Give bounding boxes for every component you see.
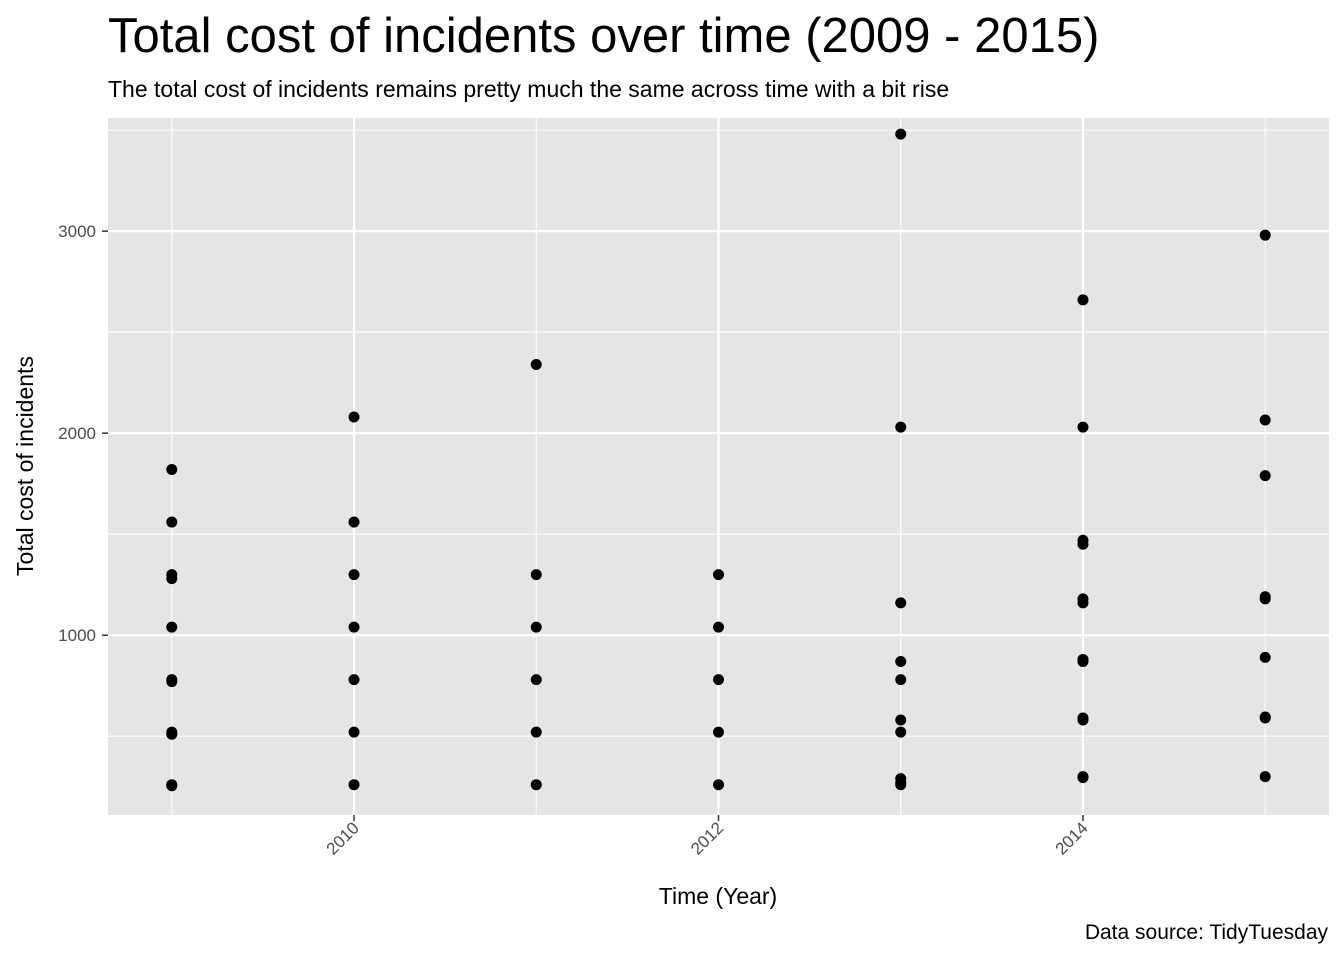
data-point (166, 676, 178, 688)
data-point (348, 779, 360, 791)
data-point (1077, 655, 1089, 667)
data-point (1077, 772, 1089, 784)
data-point (530, 621, 542, 633)
data-point (1259, 712, 1271, 724)
major-grid (108, 118, 1329, 815)
x-tick-label: 2012 (687, 818, 727, 858)
data-point (530, 779, 542, 791)
data-point (895, 714, 907, 726)
data-point (713, 726, 724, 738)
x-tick-label: 2010 (323, 818, 363, 858)
data-point (713, 674, 724, 686)
data-point (895, 597, 907, 609)
data-point (348, 726, 360, 738)
y-tick-label: 2000 (58, 424, 96, 443)
data-point (1077, 538, 1089, 550)
data-point (1259, 414, 1271, 426)
data-point (166, 573, 178, 585)
y-axis: 1000 2000 3000 (58, 222, 108, 645)
data-point (895, 779, 907, 791)
data-point (1077, 421, 1089, 433)
data-point (166, 516, 178, 528)
data-point (895, 655, 907, 667)
data-point (530, 358, 542, 370)
x-tick-label: 2014 (1052, 818, 1092, 858)
x-axis-label: Time (Year) (659, 883, 777, 909)
x-axis: 2010 2012 2014 (323, 815, 1092, 859)
y-axis-label: Total cost of incidents (12, 356, 38, 576)
y-tick-label: 3000 (58, 222, 96, 241)
chart-subtitle: The total cost of incidents remains pret… (108, 76, 950, 102)
data-point (166, 464, 178, 476)
data-point (1259, 771, 1271, 783)
chart-caption: Data source: TidyTuesday (1084, 921, 1328, 944)
data-point (166, 780, 178, 792)
data-point (348, 411, 360, 423)
data-point (530, 726, 542, 738)
data-point (348, 621, 360, 633)
data-point (1259, 593, 1271, 605)
data-point (713, 569, 724, 581)
data-point (166, 728, 178, 740)
data-point (1259, 229, 1271, 241)
chart-title: Total cost of incidents over time (2009 … (108, 9, 1100, 63)
y-tick-label: 1000 (58, 626, 96, 645)
data-point (348, 674, 360, 686)
data-point (1259, 470, 1271, 482)
data-point (348, 569, 360, 581)
data-point (1077, 714, 1089, 726)
data-point (166, 621, 178, 633)
data-point (713, 779, 724, 791)
data-point (530, 674, 542, 686)
data-point (348, 516, 360, 528)
data-point (1259, 651, 1271, 663)
data-point (1077, 597, 1089, 609)
data-point (895, 726, 907, 738)
data-point (895, 674, 907, 686)
data-point (1077, 294, 1089, 306)
data-point (530, 569, 542, 581)
data-point (895, 128, 907, 140)
data-point (895, 421, 907, 433)
data-point (713, 621, 724, 633)
data-points (166, 128, 1271, 792)
